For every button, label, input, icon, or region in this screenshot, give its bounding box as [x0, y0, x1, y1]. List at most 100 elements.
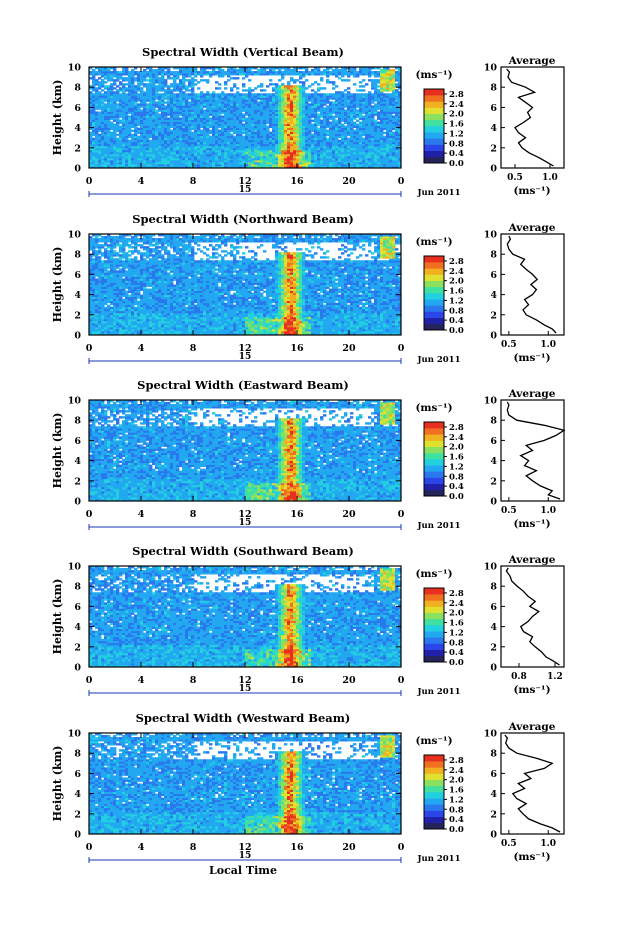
day-label: 15 [239, 851, 252, 861]
y-tick-label: 10 [68, 729, 82, 740]
x-tick-label: 20 [342, 509, 356, 520]
average-x-tick-label: 0.5 [501, 839, 517, 849]
x-tick-label: 20 [342, 176, 356, 187]
y-tick-label: 4 [74, 789, 81, 800]
colorbar-segment [424, 434, 444, 441]
average-profile-line [506, 401, 566, 500]
colorbar-tick-label: 0.0 [449, 159, 464, 169]
average-y-tick-label: 4 [490, 290, 497, 301]
colorbar-segment [424, 262, 444, 269]
y-tick-label: 0 [74, 164, 81, 175]
panel-3: Spectral Width (Southward Beam) 0 2 4 6 8 10 He… [51, 544, 565, 697]
y-tick-label: 2 [74, 143, 81, 154]
colorbar-segment [424, 280, 444, 288]
colorbar-unit: (ms⁻¹) [415, 735, 452, 747]
average-x-tick-label: 1.0 [540, 839, 556, 849]
average-profile-line [505, 567, 560, 666]
colorbar-segment [424, 643, 444, 650]
y-tick-label: 6 [74, 602, 81, 613]
colorbar-unit: (ms⁻¹) [415, 69, 452, 81]
date-label: Jun 2011 [417, 521, 461, 531]
x-tick-label: 0 [398, 176, 405, 187]
average-y-tick-label: 4 [490, 456, 497, 467]
colorbar-segment [424, 471, 444, 478]
colorbar-segment [424, 755, 444, 762]
y-tick-label: 8 [74, 582, 81, 593]
average-x-label: (ms⁻¹) [513, 684, 550, 696]
colorbar-segment [424, 618, 444, 626]
average-y-tick-label: 2 [490, 809, 497, 820]
colorbar-segment [424, 156, 444, 164]
panel-1: Spectral Width (Northward Beam) 0 2 4 6 8 10 He… [51, 212, 565, 365]
colorbar-segment [424, 600, 444, 607]
colorbar-tick-label: 0.8 [449, 139, 464, 149]
colorbar-tick-label: 2.4 [449, 267, 464, 277]
x-tick-label: 12 [238, 176, 251, 187]
colorbar-tick-label: 2.8 [449, 257, 464, 267]
average-x-tick-label: 1.2 [547, 672, 563, 682]
colorbar-unit: (ms⁻¹) [415, 402, 452, 414]
average-y-tick-label: 0 [490, 830, 497, 841]
x-tick-label: 8 [190, 842, 197, 853]
colorbar-segment [424, 489, 444, 497]
heatmap-field [89, 566, 402, 668]
y-axis-label: Height (km) [51, 413, 64, 489]
colorbar-tick-label: 2.4 [449, 433, 464, 443]
average-x-tick-label: 0.5 [501, 506, 517, 516]
colorbar-segment [424, 293, 444, 300]
average-profile: Average 0 2 4 6 8 10 0.8 1.2 (ms⁻¹) [484, 554, 565, 696]
average-title: Average [508, 554, 556, 566]
x-tick-label: 4 [138, 509, 145, 520]
average-y-tick-label: 10 [484, 729, 498, 740]
colorbar-tick-label: 1.2 [449, 129, 464, 139]
average-x-tick-label: 0.5 [501, 340, 517, 350]
colorbar-tick-label: 0.0 [449, 825, 464, 835]
colorbar-segment [424, 138, 444, 145]
colorbar-tick-label: 2.0 [449, 776, 464, 786]
y-tick-label: 2 [74, 642, 81, 653]
x-tick-label: 0 [398, 675, 405, 686]
x-tick-label: 0 [398, 842, 405, 853]
average-y-tick-label: 8 [490, 416, 497, 427]
colorbar-tick-label: 1.2 [449, 296, 464, 306]
x-tick-label: 16 [290, 675, 304, 686]
y-tick-label: 6 [74, 769, 81, 780]
colorbar-tick-label: 1.2 [449, 795, 464, 805]
y-axis-label: Height (km) [51, 579, 64, 655]
panel-2: Spectral Width (Eastward Beam) 0 2 4 6 8 10 Hei… [51, 378, 566, 531]
colorbar-segment [424, 779, 444, 787]
average-profile-line [506, 68, 554, 167]
colorbar-segment [424, 594, 444, 601]
colorbar-segment [424, 256, 444, 263]
average-frame [500, 565, 565, 668]
colorbar-segment [424, 446, 444, 454]
average-x-tick-label: 1.0 [540, 506, 556, 516]
colorbar-tick-label: 2.8 [449, 90, 464, 100]
average-y-tick-label: 4 [490, 789, 497, 800]
y-tick-label: 6 [74, 270, 81, 281]
colorbar-segment [424, 792, 444, 799]
average-y-tick-label: 6 [490, 270, 497, 281]
colorbar: 2.82.42.01.61.20.80.40.0 [423, 255, 464, 336]
colorbar-segment [424, 144, 444, 151]
average-profile-line [504, 734, 561, 833]
average-y-tick-label: 0 [490, 331, 497, 342]
x-tick-label: 4 [138, 176, 145, 187]
average-y-tick-label: 6 [490, 436, 497, 447]
x-tick-label: 16 [290, 343, 304, 354]
x-tick-label: 4 [138, 842, 145, 853]
colorbar-tick-label: 0.0 [449, 326, 464, 336]
average-x-tick-label: 0.8 [511, 672, 527, 682]
day-label: 15 [239, 185, 252, 195]
y-tick-label: 10 [68, 63, 82, 74]
average-profile: Average 0 2 4 6 8 10 0.5 1.0 (ms⁻¹) [484, 721, 565, 863]
average-title: Average [508, 721, 556, 733]
colorbar-tick-label: 0.4 [449, 648, 464, 658]
colorbar: 2.82.42.01.61.20.80.40.0 [423, 587, 464, 668]
y-tick-label: 4 [74, 456, 81, 467]
y-axis-label: Height (km) [51, 247, 64, 323]
x-tick-label: 0 [398, 343, 405, 354]
heatmap-field [89, 67, 402, 169]
y-tick-label: 6 [74, 103, 81, 114]
average-profile: Average 0 2 4 6 8 10 0.5 1.0 (ms⁻¹) [484, 222, 565, 364]
